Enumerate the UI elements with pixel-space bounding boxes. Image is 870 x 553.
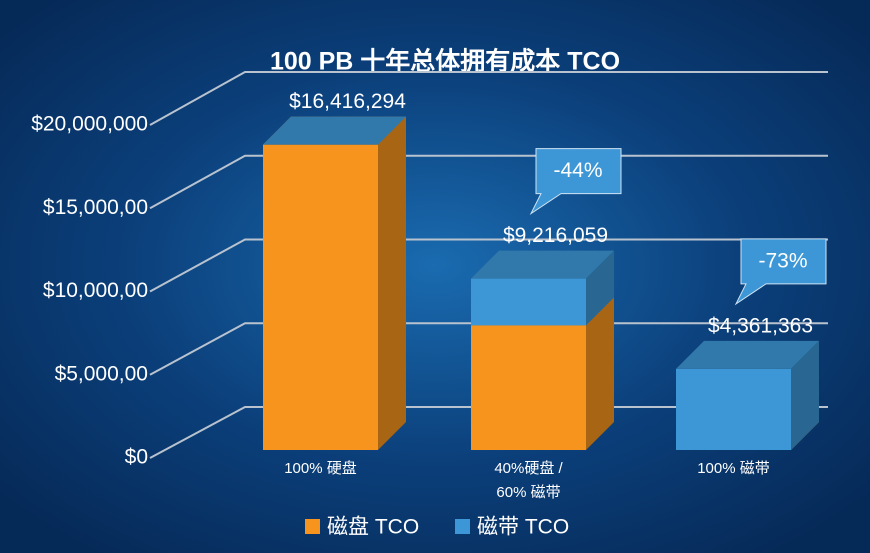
callout-label: -73%: [758, 249, 807, 272]
legend-swatch: [455, 519, 470, 534]
bar: [263, 116, 406, 145]
bar: [263, 116, 406, 451]
bar-top: [471, 250, 614, 279]
callout-box: [734, 238, 827, 306]
bar-front: [471, 325, 586, 450]
grid-line: [149, 71, 828, 126]
bar: [471, 250, 614, 326]
bar-front: [263, 144, 378, 451]
bar-side: [586, 250, 614, 326]
y-tick-label: $0: [125, 446, 148, 469]
total-label: $16,416,294: [289, 90, 406, 113]
bar-side: [378, 116, 406, 451]
x-tick-label: 100% 磁带: [697, 460, 770, 477]
grid-line: [149, 406, 828, 459]
bar-front: [676, 368, 791, 450]
chart-title: 100 PB 十年总体拥有成本 TCO: [270, 47, 620, 76]
bar: [676, 340, 819, 450]
bar-top: [676, 340, 819, 369]
y-tick-label: $5,000,00: [55, 362, 148, 385]
y-tick-label: $15,000,00: [43, 196, 148, 219]
grid-line: [149, 154, 828, 210]
x-tick-label: 40%硬盘 /: [494, 459, 563, 477]
y-tick-label: $20,000,000: [31, 113, 148, 136]
legend-label: 磁盘 TCO: [327, 516, 419, 539]
grid-line: [149, 322, 828, 376]
y-tick-label: $10,000,00: [43, 279, 148, 302]
legend-swatch: [305, 519, 320, 534]
total-label: $4,361,363: [708, 314, 813, 337]
bar-side: [586, 297, 614, 450]
bar-side: [791, 340, 819, 450]
callout-label: -44%: [553, 159, 602, 182]
legend-label: 磁带 TCO: [477, 516, 569, 539]
grid-line: [149, 238, 828, 293]
bar-top: [263, 116, 406, 145]
bar-front: [471, 278, 586, 326]
x-tick-label: 60% 磁带: [496, 484, 560, 501]
x-tick-label: 100% 硬盘: [284, 459, 357, 477]
total-label: $9,216,059: [503, 224, 608, 247]
callout-box: [529, 148, 622, 216]
